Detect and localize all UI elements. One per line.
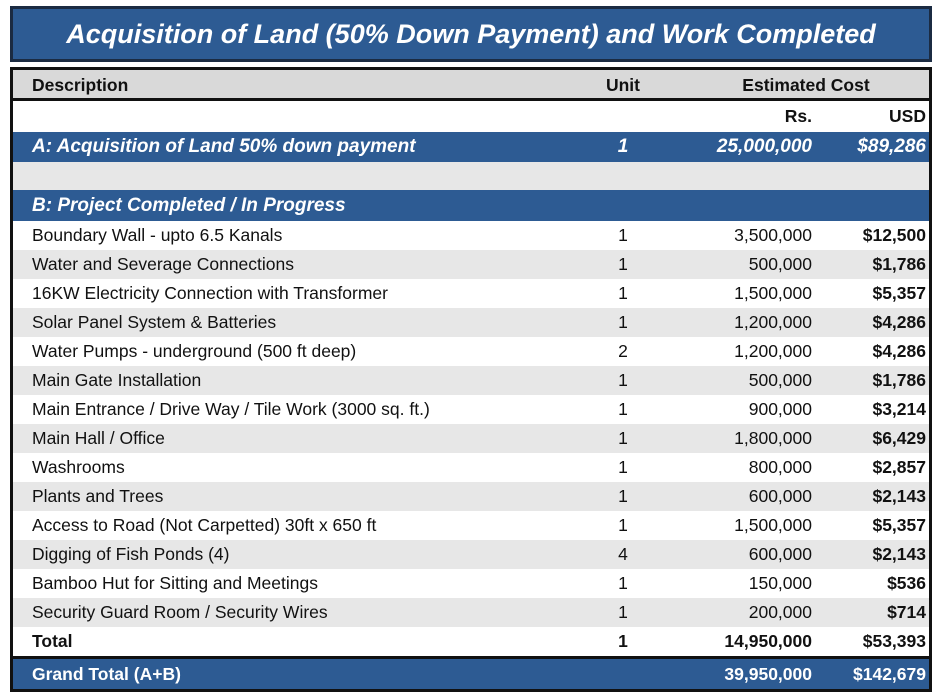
cell: Security Guard Room / Security Wires [32,602,328,622]
cell: $1,786 [872,254,926,274]
cell: Solar Panel System & Batteries [32,312,277,332]
cell: 1,500,000 [734,515,812,535]
cell: 25,000,000 [716,136,812,157]
data-row: Main Gate Installation 1 500,000 $1,786 [13,366,929,395]
cell: 1 [617,136,629,157]
subheader-row: Rs. USD [13,101,929,132]
spacer-row [13,162,929,190]
cell: Grand Total (A+B) [32,664,181,684]
cell: $536 [887,573,926,593]
header-cell: Estimated Cost [742,75,870,95]
cell: 1 [618,399,628,419]
cell: Main Gate Installation [32,370,202,390]
cell: $53,393 [862,631,926,651]
data-row: Security Guard Room / Security Wires 1 200… [13,598,929,627]
cell: $714 [887,602,926,622]
cell: 1 [618,486,628,506]
cell: $6,429 [872,428,926,448]
cell: Access to Road (Not Carpetted) 30ft x 65… [32,515,377,535]
cell: 200,000 [748,602,812,622]
cell: 600,000 [748,486,812,506]
section-a-row: A: Acquisition of Land 50% down payment 1… [13,132,929,162]
data-row: Plants and Trees 1 600,000 $2,143 [13,482,929,511]
cell: 14,950,000 [724,631,812,651]
cell: 1 [618,312,628,332]
cell: Washrooms [32,457,125,477]
header-cell: Rs. [784,106,812,126]
cell: Bamboo Hut for Sitting and Meetings [32,573,318,593]
cell: $4,286 [872,312,926,332]
cell: 1,200,000 [734,341,812,361]
cell: 1,500,000 [734,283,812,303]
cell: $2,143 [872,544,926,564]
header-cell: Description [32,75,129,95]
data-row: Main Hall / Office 1 1,800,000 $6,429 [13,424,929,453]
cell: 1 [618,254,628,274]
cell: $1,786 [872,370,926,390]
cell: $142,679 [853,664,926,684]
cell: Plants and Trees [32,486,164,506]
data-row: Boundary Wall - upto 6.5 Kanals 1 3,500,00… [13,221,929,250]
data-row: Bamboo Hut for Sitting and Meetings 1 150,… [13,569,929,598]
cell: Main Entrance / Drive Way / Tile Work (3… [32,399,430,419]
cell: 1 [618,457,628,477]
cell: 39,950,000 [724,664,812,684]
section-title: B: Project Completed / In Progress [32,195,346,216]
header-cell: Unit [605,75,641,95]
cell: 500,000 [748,254,812,274]
cell: 900,000 [748,399,812,419]
cell: Water and Severage Connections [32,254,295,274]
cell: 1 [618,515,628,535]
cell: Water Pumps - underground (500 ft deep) [32,341,357,361]
data-row: Water Pumps - underground (500 ft deep) 2… [13,337,929,366]
cell: $2,857 [872,457,926,477]
cell: Main Hall / Office [32,428,165,448]
cell: 16KW Electricity Connection with Transfo… [32,283,388,303]
total-row: Total 1 14,950,000 $53,393 [13,627,929,656]
cell: $5,357 [872,283,926,303]
data-row: Washrooms 1 800,000 $2,857 [13,453,929,482]
cell: Digging of Fish Ponds (4) [32,544,230,564]
data-row: Solar Panel System & Batteries 1 1,200,000… [13,308,929,337]
cell: 800,000 [748,457,812,477]
cell: 600,000 [748,544,812,564]
section-b-row: B: Project Completed / In Progress [13,190,929,221]
cell: 1 [618,370,628,390]
cell: 2 [618,341,628,361]
cell: 1 [618,573,628,593]
cell: 500,000 [748,370,812,390]
cell: $3,214 [872,399,926,419]
cell: 3,500,000 [734,225,812,245]
cell: $2,143 [872,486,926,506]
header-row: Description Unit Estimated Cost [13,70,929,101]
cell: A: Acquisition of Land 50% down payment [32,136,416,157]
data-row: Access to Road (Not Carpetted) 30ft x 65… [13,511,929,540]
cell: $4,286 [872,341,926,361]
cell: 1 [618,602,628,622]
cell: $5,357 [872,515,926,535]
cell: 150,000 [748,573,812,593]
cost-table: Description Unit Estimated Cost Rs. USD A: Ac… [10,67,932,692]
cell: 1,800,000 [734,428,812,448]
cell: $12,500 [862,225,926,245]
cell: 1 [618,631,628,651]
cell: 1 [618,428,628,448]
grand-total-row: Grand Total (A+B) 39,950,000 $142,679 [13,656,929,689]
data-row: Water and Severage Connections 1 500,000 $1… [13,250,929,279]
data-row: Main Entrance / Drive Way / Tile Work (3… [13,395,929,424]
data-row: 16KW Electricity Connection with Transfo… [13,279,929,308]
cell: $89,286 [857,136,926,157]
cell: 4 [618,544,628,564]
cell: Total [32,631,73,651]
cell: 1,200,000 [734,312,812,332]
cell: 1 [618,283,628,303]
cell: 1 [618,225,628,245]
data-row: Digging of Fish Ponds (4) 4 600,000 $2,143 [13,540,929,569]
title: Acquisition of Land (50% Down Payment) a… [10,6,932,62]
header-cell: USD [889,106,926,126]
cell: Boundary Wall - upto 6.5 Kanals [32,225,283,245]
